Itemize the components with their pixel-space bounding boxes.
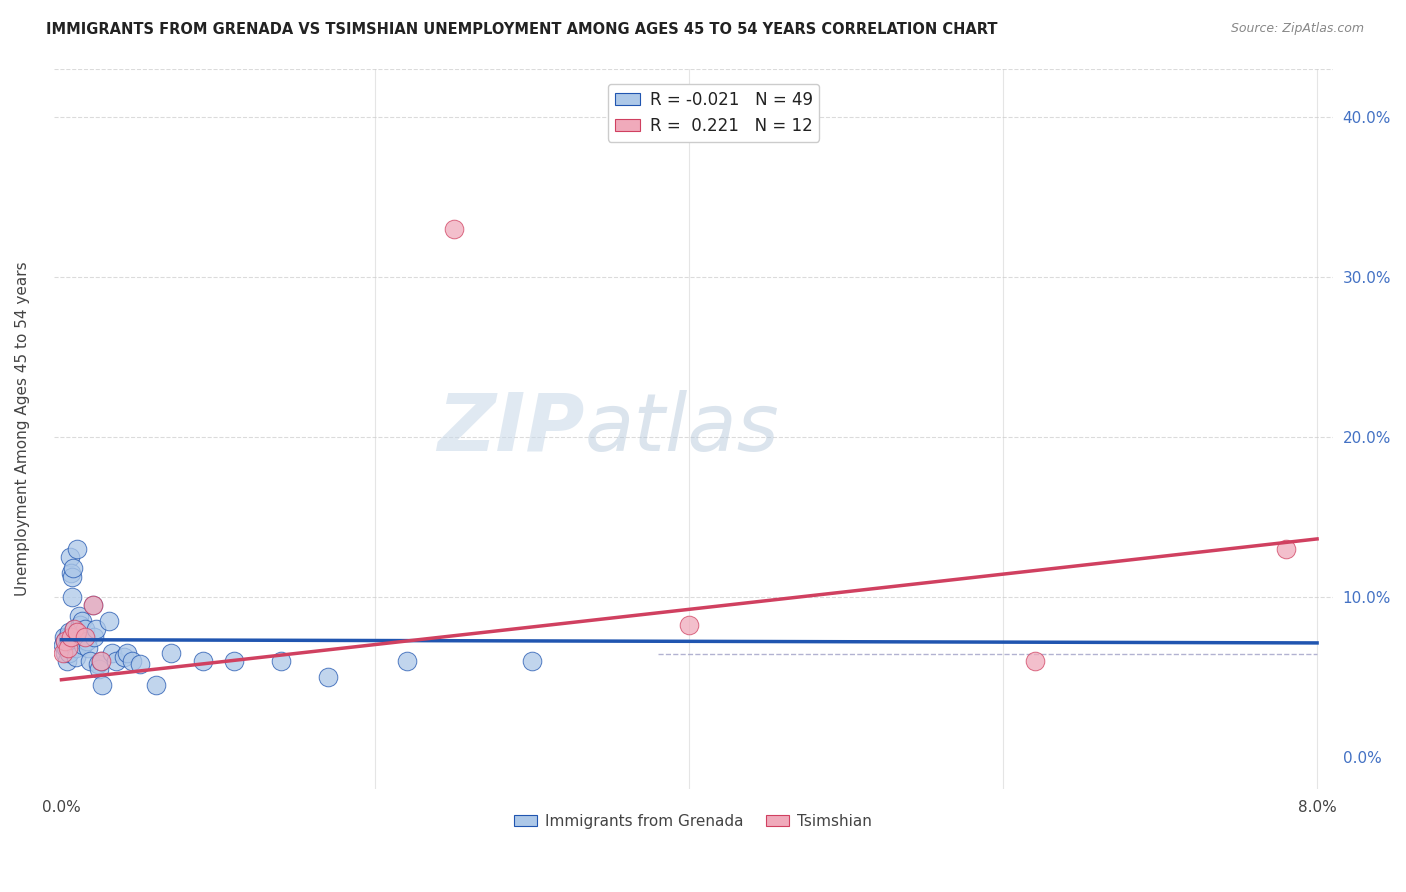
Point [52,638,75,652]
Point [59,630,82,644]
Text: Source: ZipAtlas.com: Source: ZipAtlas.com [1230,22,1364,36]
Point [52,646,75,660]
Point [59,566,82,580]
Text: ZIP: ZIP [437,390,585,467]
Point [55,640,77,655]
Point [53,634,76,648]
Legend: Immigrants from Grenada, Tsimshian: Immigrants from Grenada, Tsimshian [509,807,877,835]
Point [191,653,214,667]
Point [84,622,107,636]
Point [66,624,89,639]
Point [59,549,82,564]
Point [58,646,80,660]
Point [72,638,94,652]
Point [52,630,75,644]
Point [77,640,100,655]
Point [117,646,139,660]
Point [73,622,96,636]
Point [1024,653,1046,667]
Point [224,653,246,667]
Point [62,560,84,574]
Point [56,653,79,667]
Point [89,661,111,675]
Point [79,653,101,667]
Point [83,630,105,644]
Point [53,646,76,660]
Point [82,598,104,612]
Point [395,653,418,667]
Point [62,570,84,584]
Point [100,646,122,660]
Point [58,624,80,639]
Point [56,640,79,655]
Point [678,618,700,632]
Point [56,630,79,644]
Point [160,646,183,660]
Point [60,590,83,604]
Point [65,640,87,655]
Point [65,650,87,665]
Point [90,653,112,667]
Point [1274,541,1296,556]
Point [97,614,120,628]
Point [63,622,86,636]
Point [82,598,104,612]
Point [105,653,128,667]
Point [443,221,465,235]
Y-axis label: Unemployment Among Ages 45 to 54 years: Unemployment Among Ages 45 to 54 years [15,261,30,596]
Point [73,630,96,644]
Point [63,634,86,648]
Point [270,653,292,667]
Point [69,618,91,632]
Point [522,653,544,667]
Point [145,677,167,691]
Point [121,653,143,667]
Point [76,634,98,648]
Point [66,541,89,556]
Point [112,650,135,665]
Text: atlas: atlas [585,390,779,467]
Point [129,657,152,671]
Point [86,657,108,671]
Point [70,614,93,628]
Text: IMMIGRANTS FROM GRENADA VS TSIMSHIAN UNEMPLOYMENT AMONG AGES 45 TO 54 YEARS CORR: IMMIGRANTS FROM GRENADA VS TSIMSHIAN UNE… [46,22,998,37]
Point [67,608,90,623]
Point [63,622,86,636]
Point [91,677,114,691]
Point [55,634,77,648]
Point [90,653,112,667]
Point [316,669,339,683]
